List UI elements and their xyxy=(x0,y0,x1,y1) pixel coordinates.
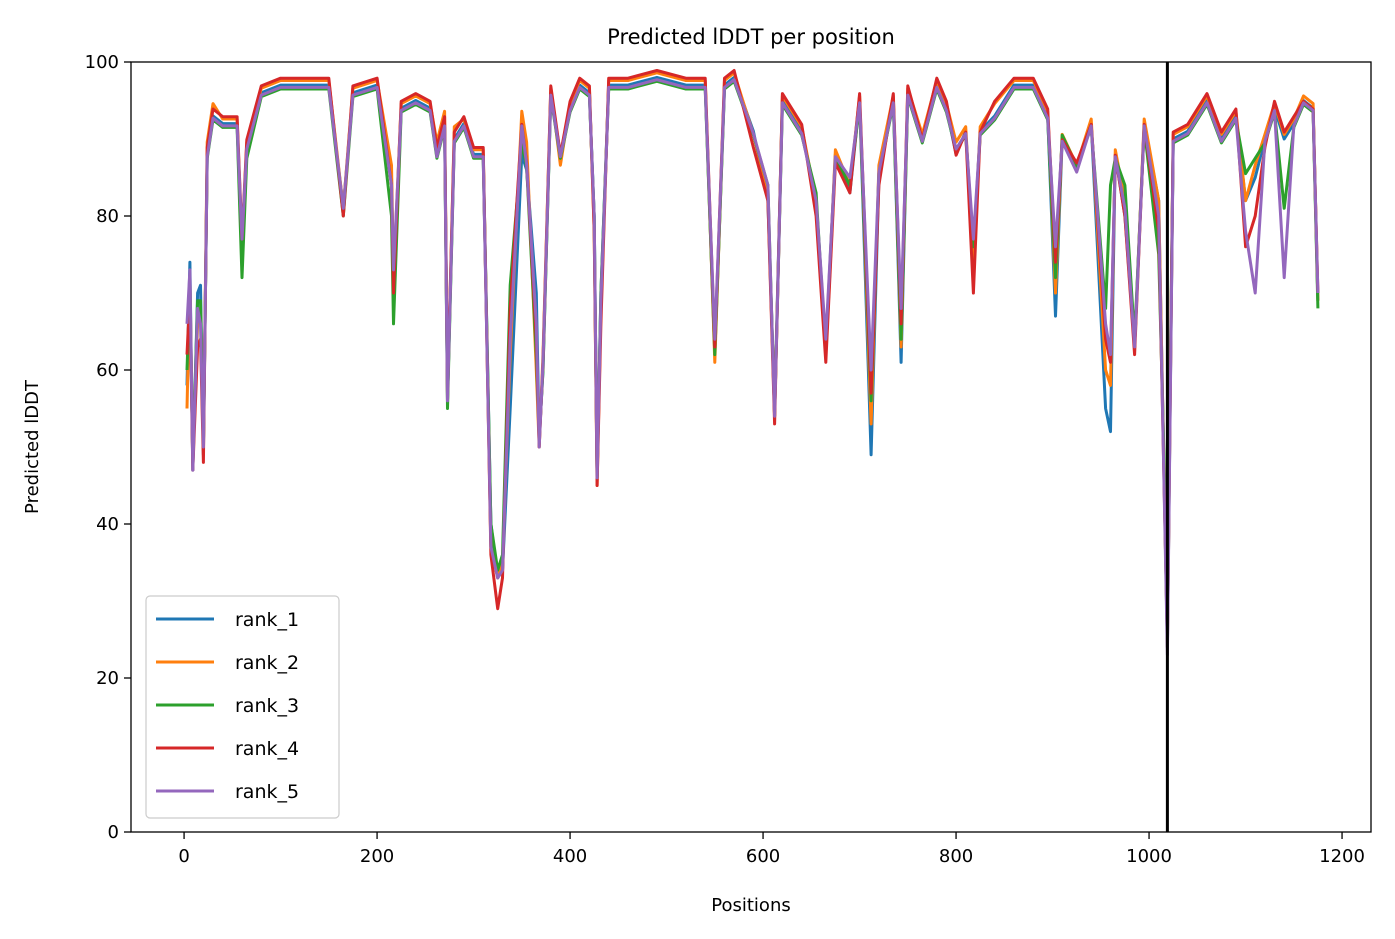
y-tick-label: 100 xyxy=(85,52,119,73)
x-tick-label: 800 xyxy=(939,846,973,867)
series-line-rank_5 xyxy=(185,78,1320,657)
x-tick-label: 600 xyxy=(746,846,780,867)
y-tick-label: 0 xyxy=(108,822,119,843)
y-tick-label: 40 xyxy=(96,514,119,535)
legend-label-rank_2: rank_2 xyxy=(235,652,299,674)
x-tick-label: 1000 xyxy=(1126,846,1172,867)
legend-label-rank_1: rank_1 xyxy=(235,609,299,631)
x-tick-label: 0 xyxy=(178,846,189,867)
x-tick-label: 200 xyxy=(360,846,394,867)
legend-label-rank_5: rank_5 xyxy=(235,781,299,803)
series-layer xyxy=(185,62,1320,832)
y-axis-label: Predicted lDDT xyxy=(22,379,43,514)
x-tick-label: 1200 xyxy=(1319,846,1365,867)
legend-label-rank_4: rank_4 xyxy=(235,738,299,760)
legend: rank_1 rank_2 rank_3 rank_4 rank_5 xyxy=(145,595,340,819)
chart-title: Predicted lDDT per position xyxy=(607,25,895,49)
y-tick-label: 20 xyxy=(96,668,119,689)
plot-frame xyxy=(130,61,1372,833)
legend-label-rank_3: rank_3 xyxy=(235,695,299,717)
x-axis-label: Positions xyxy=(711,895,790,916)
y-tick-label: 60 xyxy=(96,360,119,381)
y-tick-label: 80 xyxy=(96,206,119,227)
legend-box xyxy=(145,595,340,819)
axes-layer: 0 200 400 600 800 1000 1200 0 20 40 60 80 100 xyxy=(85,52,1365,867)
x-tick-label: 400 xyxy=(553,846,587,867)
